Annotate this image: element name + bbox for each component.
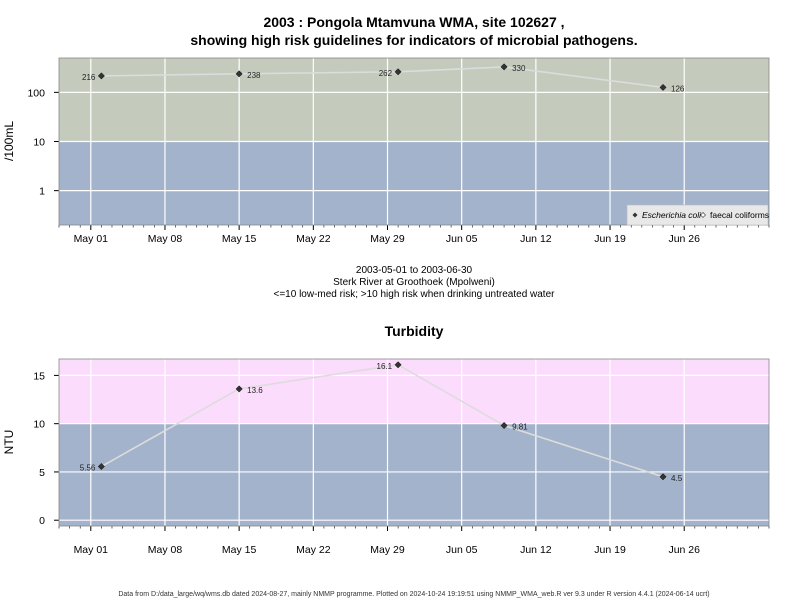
data-value-label: 4.5 (671, 474, 683, 483)
site-subtitle: Sterk River at Groothoek (Mpolweni) (333, 277, 495, 288)
x-tick-label: May 08 (148, 233, 183, 245)
data-point-marker (235, 70, 243, 78)
data-value-label: 330 (512, 64, 526, 73)
x-tick-label: May 08 (148, 544, 183, 556)
data-value-label: 9.81 (512, 423, 528, 432)
legend-label-ecoli: Escherichia coli (642, 210, 702, 220)
chart-title-line1: 2003 : Pongola Mtamvuna WMA, site 102627… (263, 14, 564, 30)
data-value-label: 5.56 (80, 464, 96, 473)
legend-marker-faecal (700, 212, 706, 218)
risk-note-subtitle: <=10 low-med risk; >10 high risk when dr… (274, 289, 556, 300)
x-tick-label: Jun 05 (446, 544, 478, 556)
x-tick-label: May 22 (296, 544, 331, 556)
data-point-marker (235, 385, 243, 393)
x-tick-label: May 01 (74, 544, 109, 556)
high-risk-band (59, 359, 769, 424)
x-tick-label: Jun 19 (594, 233, 626, 245)
data-value-label: 13.6 (247, 386, 263, 395)
data-value-label: 262 (379, 69, 393, 78)
data-point-marker (659, 83, 667, 91)
plot-frame (58, 57, 770, 226)
y-axis-label: /100mL (2, 121, 16, 161)
data-value-label: 216 (82, 73, 96, 82)
y-tick-label: 100 (27, 87, 45, 99)
date-range-subtitle: 2003-05-01 to 2003-06-30 (356, 265, 473, 276)
x-tick-label: May 15 (222, 544, 257, 556)
plot-frame (58, 358, 770, 527)
legend-box (626, 204, 769, 226)
x-tick-label: May 29 (370, 233, 405, 245)
turbidity-panel: May 01 May 08 May 15 May 22 May 29 Jun 05 Jun … (2, 358, 770, 556)
high-risk-band (59, 58, 769, 142)
data-point-marker (394, 361, 402, 369)
low-risk-band (59, 423, 769, 526)
x-tick-label: Jun 19 (594, 544, 626, 556)
data-value-label: 126 (671, 84, 685, 93)
data-point-marker (500, 63, 508, 71)
x-tick-label: Jun 05 (446, 233, 478, 245)
legend-label-faecal: faecal coliforms (710, 210, 769, 220)
data-point-marker (500, 421, 508, 430)
data-value-label: 16.1 (377, 362, 393, 371)
x-tick-label: May 22 (296, 233, 331, 245)
y-tick-label: 1 (39, 186, 45, 198)
y-tick-label: 15 (33, 370, 45, 382)
y-axis-label: NTU (2, 430, 16, 455)
y-tick-label: 5 (39, 467, 45, 479)
y-tick-label: 10 (33, 419, 45, 431)
y-tick-label: 0 (39, 515, 45, 527)
x-tick-label: May 15 (222, 233, 257, 245)
x-tick-label: May 29 (370, 544, 405, 556)
turbidity-title: Turbidity (385, 323, 444, 339)
x-tick-label: May 01 (74, 233, 109, 245)
y-tick-label: 10 (33, 137, 45, 149)
data-value-label: 238 (247, 71, 261, 80)
data-point-marker (97, 72, 105, 80)
footer-note: Data from D:/data_large/wq/wms.db dated … (118, 591, 709, 598)
chart-title-line2: showing high risk guidelines for indicat… (190, 32, 637, 48)
data-point-marker (394, 68, 402, 76)
legend-marker-ecoli (632, 212, 638, 218)
x-tick-label: Jun 26 (668, 233, 700, 245)
x-tick-label: Jun 12 (520, 233, 552, 245)
microbial-panel: May 01 May 08 May 15 May 22 May 29 Jun 05 Jun … (2, 57, 770, 245)
data-point-marker (97, 462, 105, 471)
x-tick-label: Jun 12 (520, 544, 552, 556)
x-tick-label: Jun 26 (668, 544, 700, 556)
data-point-marker (659, 473, 667, 481)
